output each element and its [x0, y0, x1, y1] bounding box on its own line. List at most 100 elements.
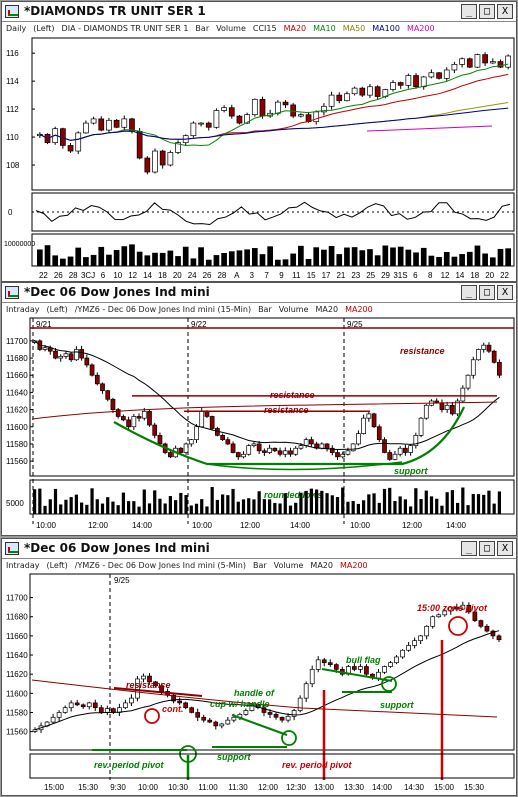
candle: [420, 76, 427, 88]
annotation-resistance: resistance: [126, 680, 171, 690]
volume-bar: [367, 494, 371, 514]
candle: [190, 122, 197, 137]
x-tick-label: 29: [381, 271, 390, 280]
candle: [113, 119, 120, 128]
volume-bar: [413, 252, 419, 266]
price-tick-label: 11620: [6, 670, 28, 679]
candle: [450, 404, 455, 415]
candle: [436, 614, 442, 618]
maximize-button[interactable]: □: [479, 541, 495, 556]
candle: [144, 157, 151, 173]
maximize-button[interactable]: □: [479, 4, 495, 19]
candle: [319, 443, 325, 449]
close-button[interactable]: X: [497, 285, 513, 300]
volume-bar: [267, 246, 273, 266]
volume-bar: [325, 493, 329, 514]
chart-window-5min[interactable]: *Dec 06 Dow Jones Ind mini _ □ X Intrada…: [1, 538, 517, 796]
candle: [470, 359, 476, 376]
candle: [371, 413, 377, 428]
chart-info-line: Intraday (Left) /YMZ6 - Dec 06 Dow Jones I…: [6, 305, 380, 314]
volume-bar: [351, 247, 358, 266]
x-tick-label: 22: [500, 271, 509, 280]
candle: [486, 344, 492, 352]
intraday-5min-chart[interactable]: 11560 11580 11600 11620 11640 11660 11680 11700…: [2, 570, 516, 796]
annotation-support: support: [380, 700, 414, 710]
volume-bar: [403, 499, 407, 514]
candle: [309, 669, 315, 685]
candle: [84, 357, 90, 366]
minimize-button[interactable]: _: [461, 4, 477, 19]
candle: [439, 402, 445, 410]
volume-bar: [359, 250, 366, 266]
ma100-line: [39, 107, 509, 141]
volume-bar: [356, 503, 360, 514]
info-item: (Left): [46, 561, 68, 570]
pivot-circle: [144, 708, 160, 724]
volume-bar: [205, 259, 212, 266]
window-titlebar[interactable]: *DIAMONDS TR UNIT SER 1 _ □ X: [2, 2, 516, 22]
x-tick-label: 9:30: [110, 783, 126, 792]
volume-bar: [158, 498, 162, 514]
volume-bar: [69, 497, 73, 514]
chart-app-icon: [5, 542, 19, 555]
window-title: *DIAMONDS TR UNIT SER 1: [24, 4, 206, 18]
candle: [86, 702, 92, 708]
volume-bar: [341, 487, 345, 514]
chart-window-15min[interactable]: *Dec 06 Dow Jones Ind mini _ □ X Intrada…: [1, 282, 517, 536]
candle: [83, 122, 89, 134]
x-tick-label: 11:00: [198, 783, 218, 792]
x-tick-label: 25: [366, 271, 375, 280]
x-tick-label: 8: [428, 271, 433, 280]
candle: [89, 364, 95, 376]
support-curve: [113, 406, 465, 466]
close-button[interactable]: X: [497, 4, 513, 19]
minimize-button[interactable]: _: [461, 285, 477, 300]
volume-panel-frame: [29, 479, 515, 515]
ma200-line: [31, 679, 498, 718]
volume-bar: [90, 488, 94, 514]
volume-bar: [247, 498, 251, 514]
candle: [235, 452, 241, 458]
volume-bar: [236, 501, 240, 514]
price-tick-label: 11660: [6, 371, 28, 380]
candle: [321, 105, 327, 113]
candle: [183, 702, 189, 709]
volume-bar: [377, 502, 381, 514]
chart-info-line: Intraday (Left) /YMZ6 - Dec 06 Dow Jones I…: [6, 561, 375, 570]
x-tick-label: 14: [455, 271, 464, 280]
window-titlebar[interactable]: *Dec 06 Dow Jones Ind mini _ □ X: [2, 539, 516, 559]
candle: [63, 353, 69, 357]
candle: [406, 645, 411, 651]
candle: [194, 426, 199, 440]
x-tick-label: 11:30: [228, 783, 248, 792]
price-tick-label: 11700: [6, 594, 28, 603]
session-date-label: 9/25: [347, 320, 363, 329]
candle: [298, 114, 304, 117]
candle: [328, 94, 335, 107]
annotation-zone-pivot: 15:00 zone pivot: [417, 603, 488, 613]
intraday-15min-chart[interactable]: 11560 11580 11600 11620 11640 11660 11680 11700…: [2, 314, 516, 536]
volume-bar: [184, 495, 188, 514]
minimize-button[interactable]: _: [461, 541, 477, 556]
info-item: MA100: [372, 24, 400, 33]
price-tick-label: 114: [6, 77, 19, 86]
volume-bar: [241, 499, 246, 514]
volume-bar: [497, 248, 504, 266]
candle: [428, 72, 435, 78]
window-titlebar[interactable]: *Dec 06 Dow Jones Ind mini _ □ X: [2, 283, 516, 303]
candle: [476, 349, 481, 361]
candle: [225, 439, 231, 445]
volume-bar: [179, 492, 183, 514]
volume-bar: [182, 246, 189, 266]
price-tick-label: 11580: [6, 440, 28, 449]
candle: [141, 410, 147, 419]
candle: [465, 374, 471, 389]
candle: [382, 439, 387, 453]
volume-bar: [95, 499, 99, 514]
close-button[interactable]: X: [497, 541, 513, 556]
chart-window-daily[interactable]: *DIAMONDS TR UNIT SER 1 _ □ X Daily (Left…: [1, 1, 517, 282]
volume-bar: [53, 488, 58, 514]
x-tick-label: 11: [292, 271, 301, 280]
maximize-button[interactable]: □: [479, 285, 495, 300]
